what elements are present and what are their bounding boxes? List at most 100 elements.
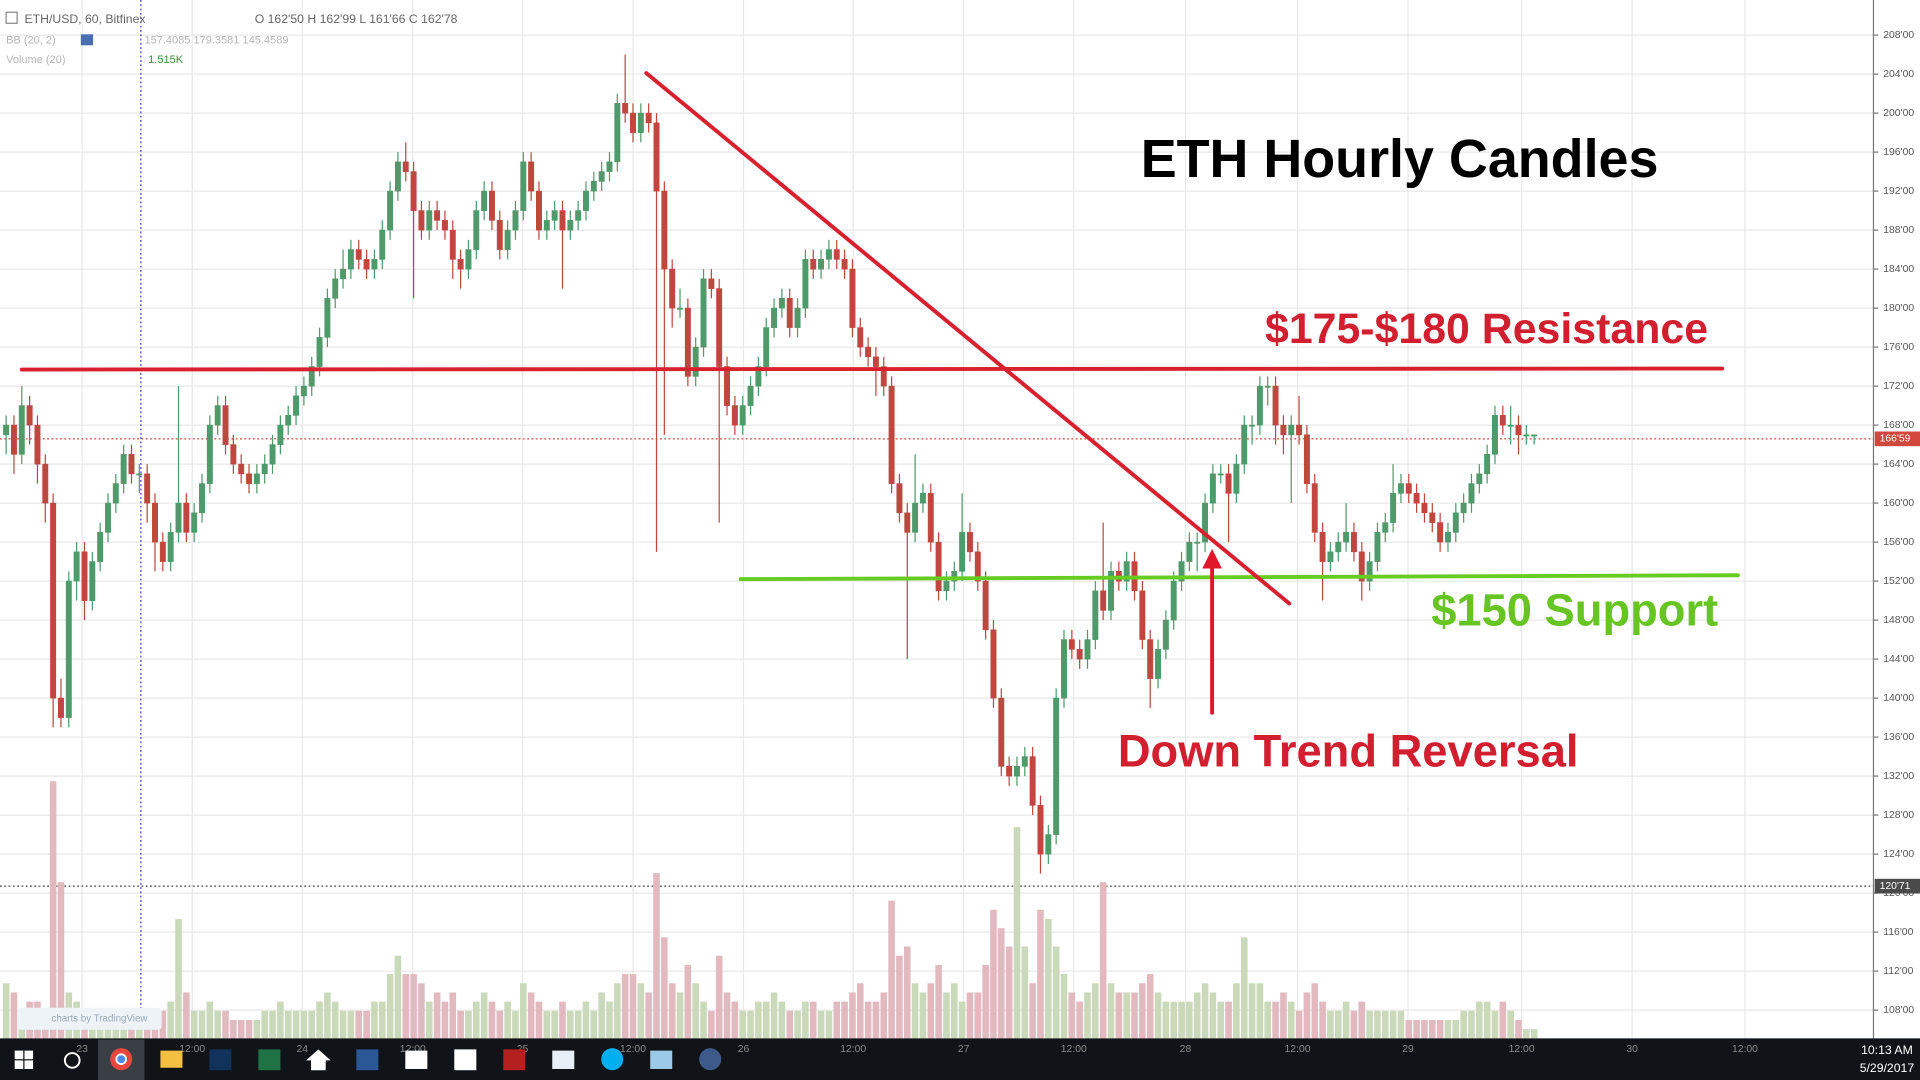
volume-bar <box>676 992 684 1039</box>
candle-body <box>575 210 582 221</box>
collapse-icon[interactable] <box>5 11 18 24</box>
volume-bar <box>1139 983 1146 1039</box>
windows-logo[interactable] <box>24 1050 34 1060</box>
candle-body <box>583 190 589 211</box>
candle-body <box>457 259 464 270</box>
store-icon[interactable] <box>405 1050 428 1069</box>
watermark-box[interactable] <box>17 1007 162 1030</box>
candle-body <box>316 337 323 367</box>
clock-date[interactable]: 5/29/2017 <box>1860 1061 1915 1075</box>
candle-body <box>1358 551 1365 582</box>
candle-body <box>974 551 981 582</box>
y-tick-label: 108'00 <box>1883 1005 1914 1016</box>
volume-bar <box>1381 1010 1389 1039</box>
indicator-name[interactable]: Volume (20) <box>6 54 65 66</box>
candle-body <box>512 210 519 231</box>
candle-body <box>959 532 966 572</box>
candle-body <box>1108 571 1114 611</box>
candle-body <box>183 502 190 533</box>
volume-bar <box>1107 983 1115 1039</box>
volume-bar <box>1319 1001 1326 1039</box>
volume-bar <box>1389 1010 1397 1039</box>
x-tick-label: 12:00 <box>1509 1044 1535 1055</box>
candle-body <box>128 454 135 475</box>
volume-bar <box>786 1010 794 1039</box>
y-tick-label: 196'00 <box>1883 147 1914 158</box>
clock-time[interactable]: 10:13 AM <box>1861 1043 1913 1057</box>
candle-body <box>982 580 989 631</box>
photoshop-icon[interactable] <box>209 1049 232 1071</box>
volume-bar <box>1460 1010 1467 1039</box>
x-tick-label: 28 <box>1180 1044 1192 1055</box>
skype-icon[interactable] <box>601 1048 624 1071</box>
candle-body <box>473 210 480 250</box>
candle-body <box>1029 756 1036 806</box>
candle-body <box>669 268 676 309</box>
volume-bar <box>378 1001 386 1039</box>
volume-bar <box>1366 1010 1373 1039</box>
candle-body <box>1343 532 1350 543</box>
candle-body <box>1421 502 1428 514</box>
candle-body <box>1092 590 1099 640</box>
volume-bar <box>10 992 18 1039</box>
home-icon[interactable] <box>306 1049 331 1071</box>
resistance-label: $175-$180 Resistance <box>1265 305 1708 353</box>
candle-body <box>849 268 856 328</box>
volume-bar <box>1013 827 1021 1039</box>
candle-body <box>590 181 597 192</box>
volume-bar <box>731 1001 739 1039</box>
visibility-icon[interactable] <box>80 34 94 46</box>
app-icon[interactable] <box>699 1048 722 1071</box>
volume-bar <box>1295 1010 1303 1039</box>
watermark[interactable]: charts by TradingView <box>51 1013 148 1024</box>
windows-logo[interactable] <box>24 1060 34 1069</box>
y-tick-label: 124'00 <box>1883 849 1914 860</box>
candle-body <box>966 532 973 553</box>
candle-body <box>1249 424 1256 427</box>
y-tick-label: 208'00 <box>1883 30 1914 41</box>
symbol[interactable]: ETH/USD, 60, Bitfinex <box>24 12 145 26</box>
volume-bar <box>817 1010 825 1039</box>
volume-bar <box>183 992 190 1039</box>
candle-body <box>1194 541 1201 544</box>
volume-bar <box>1327 1010 1334 1039</box>
indicator-name[interactable]: BB (20, 2) <box>6 34 56 46</box>
indicator-values: 157.4085 179.3581 145.4589 <box>144 34 288 46</box>
volume-bar <box>661 937 668 1039</box>
volume-bar <box>1523 1029 1530 1039</box>
x-tick-label: 27 <box>958 1044 970 1055</box>
volume-bar <box>465 1010 472 1039</box>
search-button[interactable] <box>63 1052 81 1069</box>
app-icon[interactable] <box>650 1050 673 1069</box>
volume-bar <box>1334 1010 1342 1039</box>
volume-bar <box>1248 983 1256 1039</box>
start-button[interactable] <box>14 1050 34 1069</box>
explorer-icon[interactable] <box>160 1050 183 1068</box>
candle-body <box>81 551 88 601</box>
chart-title: ETH Hourly Candles <box>1141 129 1659 189</box>
candle-body <box>1076 649 1083 660</box>
excel-icon[interactable] <box>258 1049 281 1071</box>
candle-body <box>771 307 778 328</box>
volume-bar <box>708 1010 715 1039</box>
app-icon[interactable] <box>552 1050 575 1069</box>
volume-bar <box>543 1010 551 1039</box>
filezilla-icon[interactable] <box>503 1049 526 1071</box>
candle-body <box>42 463 49 504</box>
windows-logo[interactable] <box>14 1060 24 1069</box>
candle-body <box>112 483 119 504</box>
volume-bar <box>982 964 989 1039</box>
windows-logo[interactable] <box>14 1050 24 1060</box>
candle-body <box>1021 756 1028 767</box>
x-tick-label: 30 <box>1626 1044 1638 1055</box>
candle-body <box>559 210 566 231</box>
word-icon[interactable] <box>356 1049 379 1071</box>
calculator-icon[interactable] <box>454 1049 477 1071</box>
volume-bar <box>49 781 57 1039</box>
candle-body <box>65 580 72 718</box>
candle-body <box>402 161 409 172</box>
candle-body <box>26 405 33 426</box>
volume-bar <box>1076 1001 1083 1039</box>
candle-body <box>1413 493 1420 504</box>
candle-body <box>739 405 746 426</box>
